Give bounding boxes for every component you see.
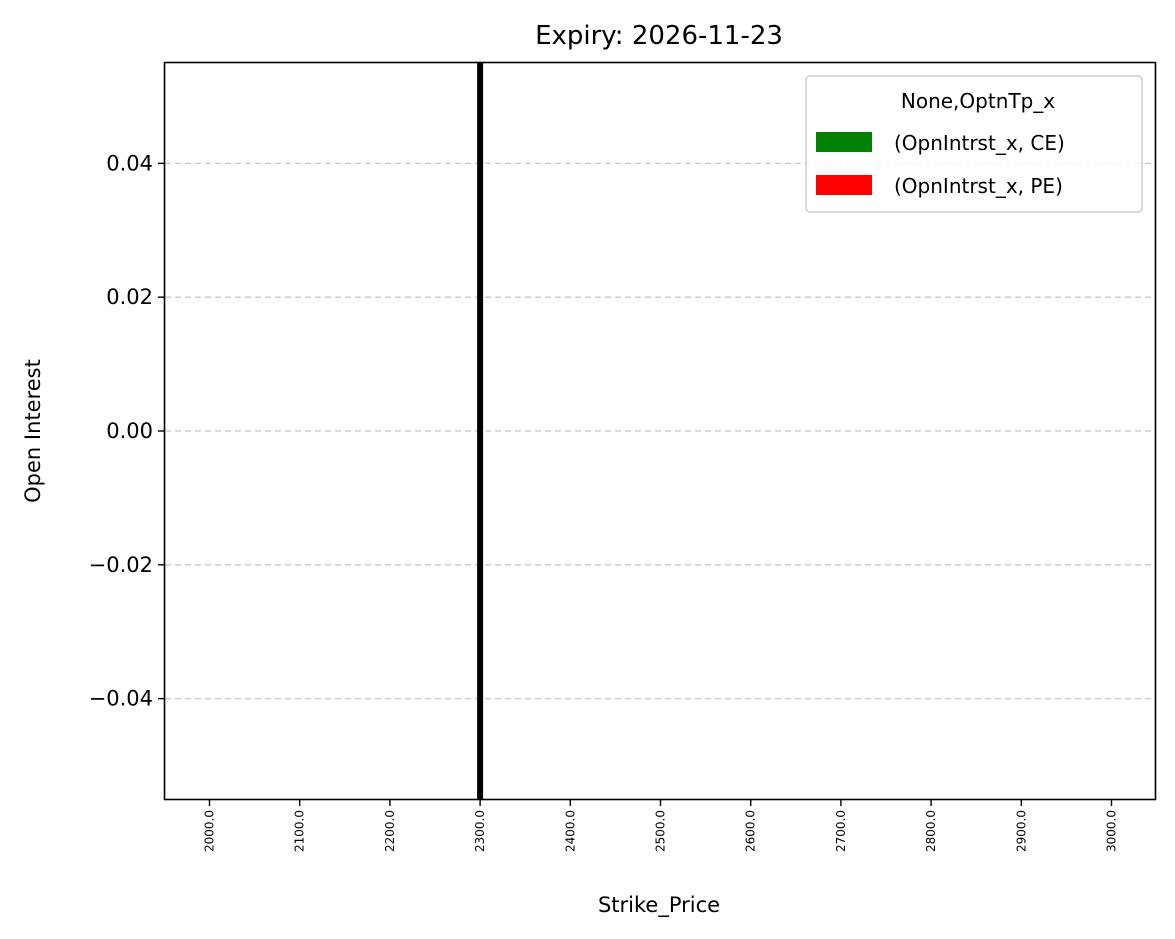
legend: None,OptnTp_x (OpnIntrst_x, CE) (OpnIntr… bbox=[805, 75, 1143, 213]
x-axis: 2000.0 2100.0 2200.0 2300.0 2400.0 2500.0 2600… bbox=[203, 799, 1119, 852]
x-tick-label: 2600.0 bbox=[744, 810, 758, 852]
legend-swatch-pe bbox=[816, 175, 872, 195]
y-axis-label: Open Interest bbox=[21, 359, 45, 503]
y-axis: −0.04 −0.02 0.00 0.02 0.04 bbox=[89, 151, 165, 711]
y-tick-label: −0.04 bbox=[89, 687, 153, 711]
x-tick-label: 2500.0 bbox=[654, 810, 668, 852]
x-tick-label: 2700.0 bbox=[834, 810, 848, 852]
legend-swatch-ce bbox=[816, 132, 872, 152]
legend-title: None,OptnTp_x bbox=[901, 89, 1055, 113]
y-tick-label: −0.02 bbox=[89, 553, 153, 577]
x-tick-label: 2400.0 bbox=[563, 810, 577, 852]
x-tick-label: 2200.0 bbox=[383, 810, 397, 852]
legend-frame bbox=[805, 75, 1143, 213]
x-tick-label: 2300.0 bbox=[473, 810, 487, 852]
legend-label-ce: (OpnIntrst_x, CE) bbox=[894, 131, 1065, 155]
x-tick-label: 2000.0 bbox=[203, 810, 217, 852]
x-tick-label: 2100.0 bbox=[293, 810, 307, 852]
legend-label-pe: (OpnIntrst_x, PE) bbox=[894, 174, 1063, 198]
x-tick-label: 2900.0 bbox=[1014, 810, 1028, 852]
x-axis-label: Strike_Price bbox=[598, 893, 720, 918]
x-tick-label: 2800.0 bbox=[924, 810, 938, 852]
y-tick-label: 0.02 bbox=[106, 285, 153, 309]
y-tick-label: 0.04 bbox=[106, 151, 153, 175]
chart-title: Expiry: 2026-11-23 bbox=[535, 21, 783, 51]
y-tick-label: 0.00 bbox=[106, 419, 153, 443]
x-tick-label: 3000.0 bbox=[1105, 810, 1119, 852]
grid-lines bbox=[165, 162, 1155, 700]
